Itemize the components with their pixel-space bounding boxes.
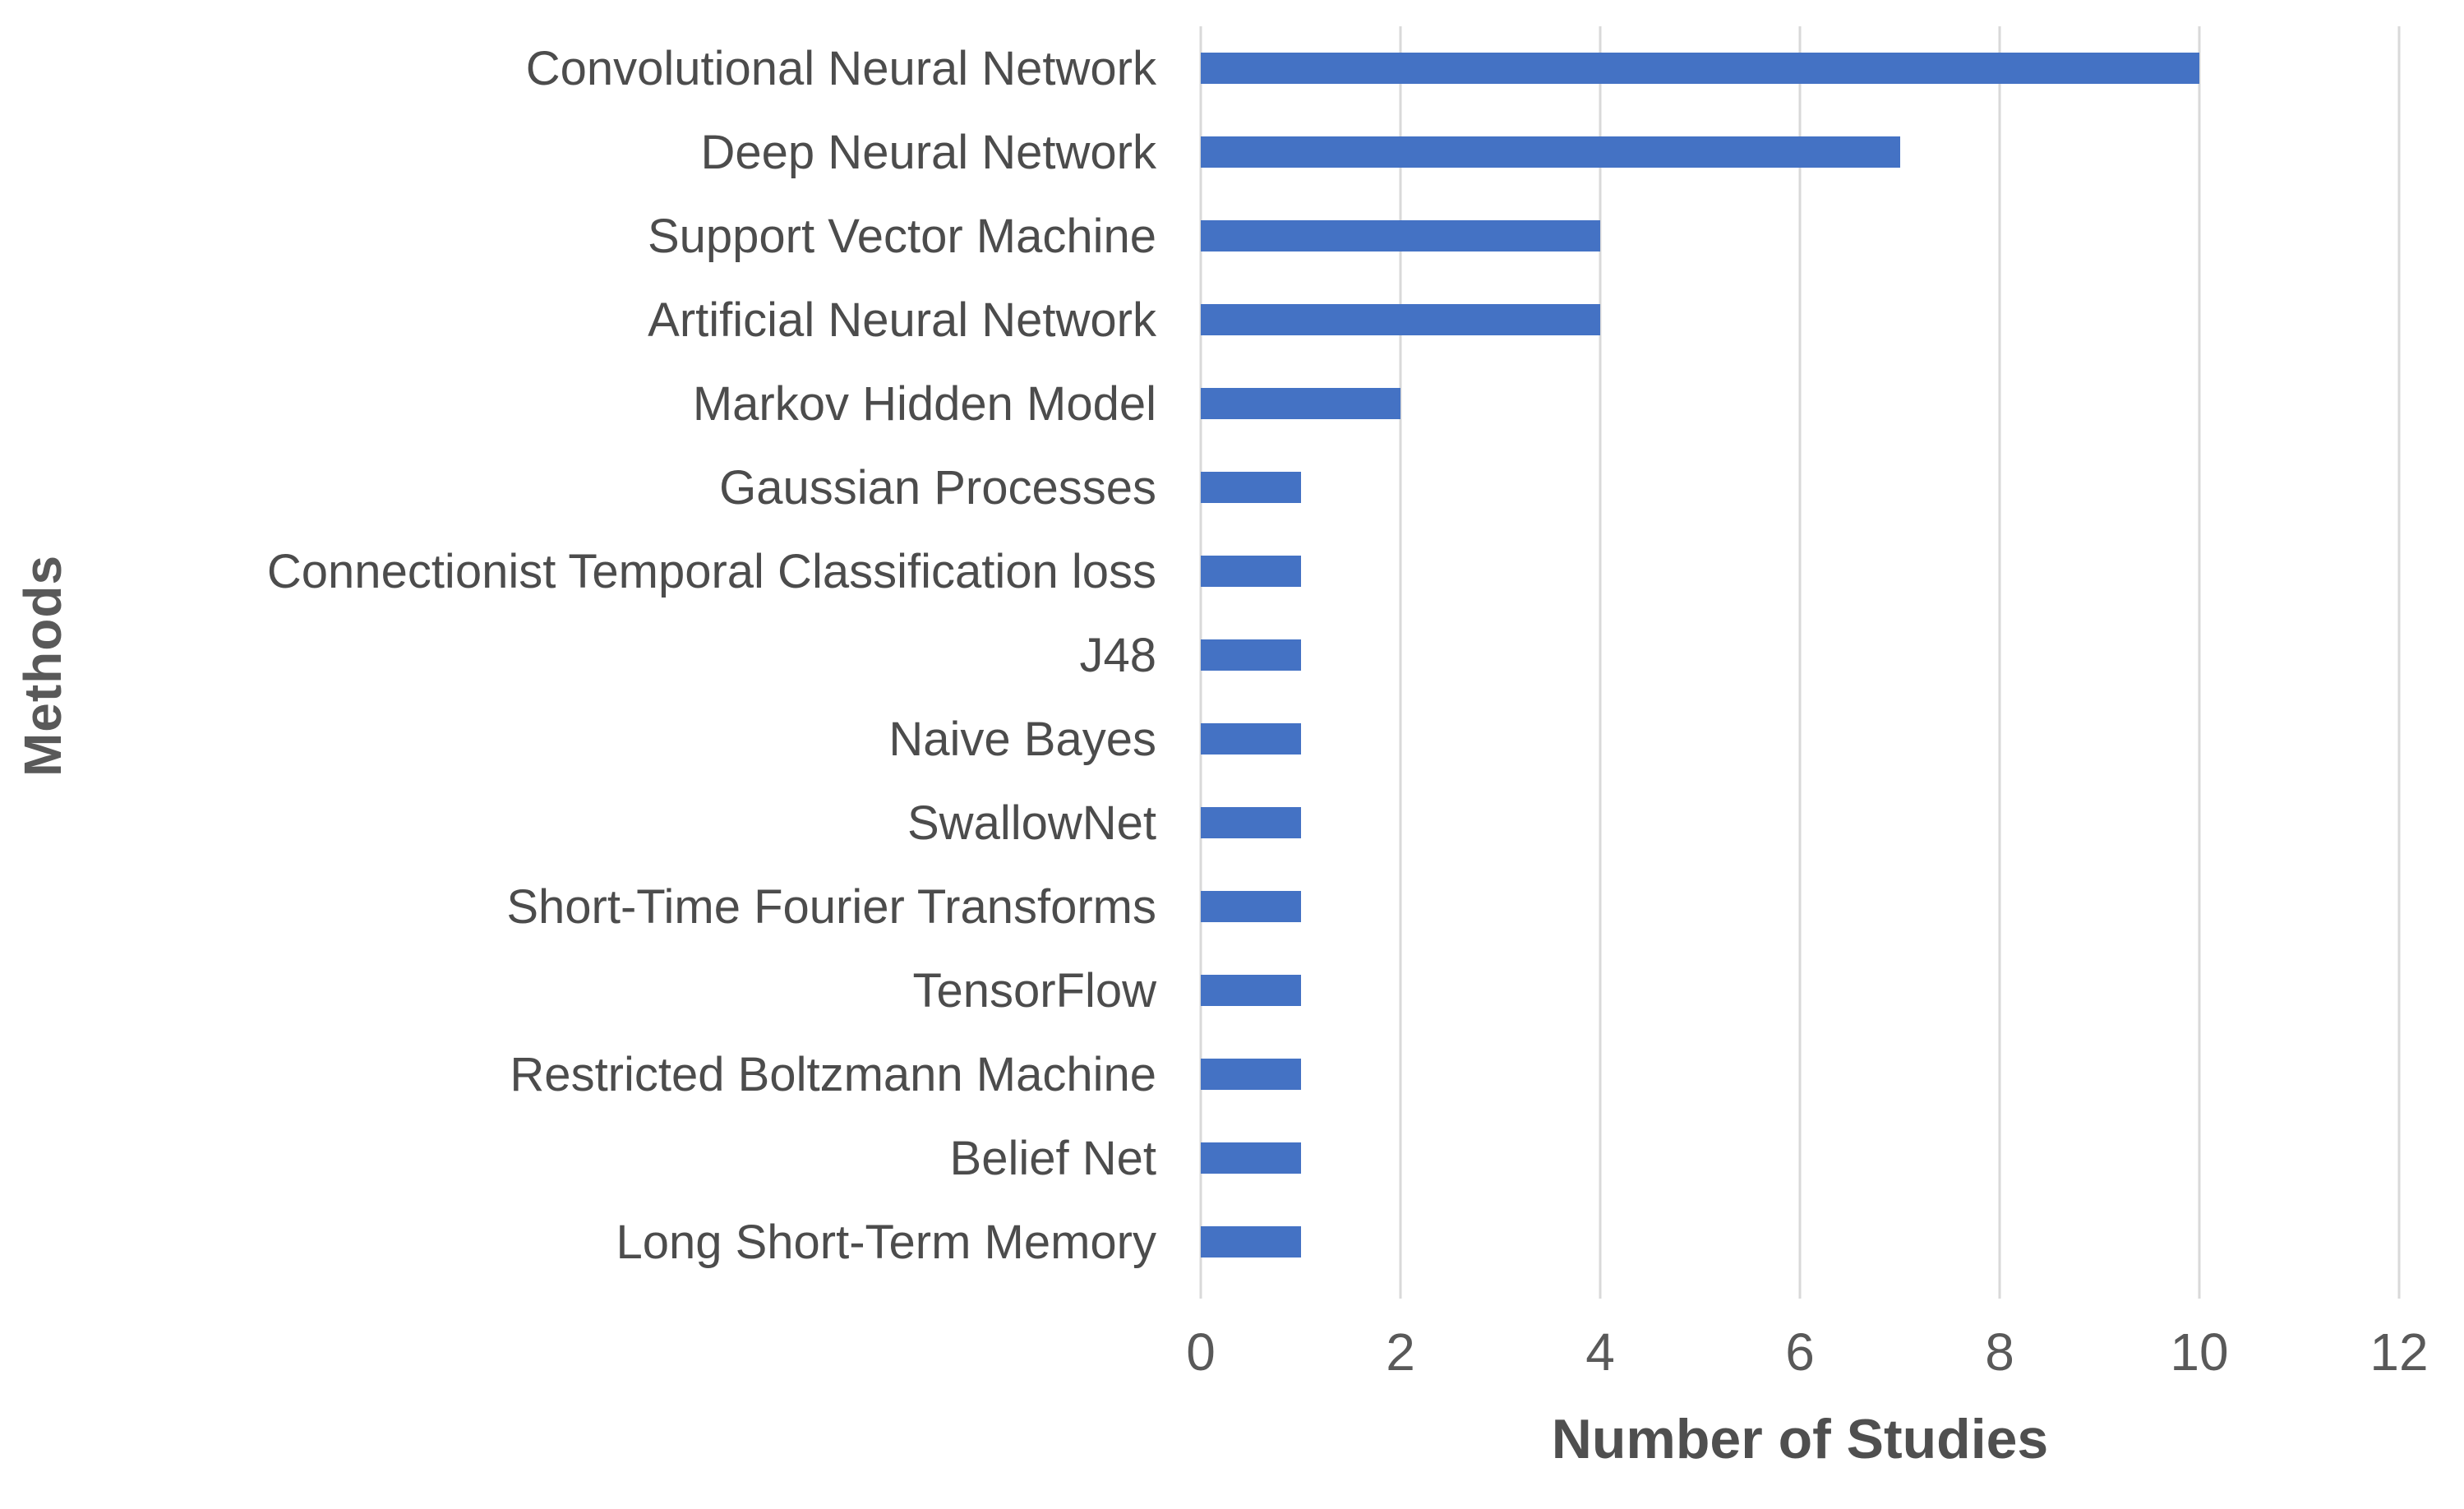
bar — [1201, 388, 1400, 419]
bar-row — [1201, 1116, 2399, 1200]
category-label: SwallowNet — [907, 796, 1156, 850]
bar-group — [1201, 26, 2399, 1284]
category-label: Long Short-Term Memory — [616, 1215, 1156, 1269]
bar — [1201, 220, 1600, 252]
x-tick-label: 10 — [2170, 1322, 2229, 1382]
category-label: Restricted Boltzmann Machine — [510, 1047, 1156, 1101]
x-tick-label: 8 — [1985, 1322, 2014, 1382]
gridline — [1998, 26, 2001, 1299]
category-label: Gaussian Processes — [719, 460, 1156, 515]
bar-row — [1201, 26, 2399, 110]
gridline — [2397, 26, 2401, 1299]
x-tick-label: 4 — [1585, 1322, 1615, 1382]
bar-row — [1201, 948, 2399, 1032]
bar-row — [1201, 865, 2399, 948]
gridline — [2198, 26, 2201, 1299]
bar — [1201, 807, 1301, 838]
x-tick-label: 6 — [1785, 1322, 1815, 1382]
bar — [1201, 1226, 1301, 1258]
category-label-column: Convolutional Neural Network Deep Neural … — [0, 26, 1179, 1284]
category-label: Support Vector Machine — [647, 209, 1156, 263]
x-tick-label: 0 — [1186, 1322, 1216, 1382]
category-label: TensorFlow — [912, 963, 1156, 1018]
bar — [1201, 1059, 1301, 1090]
category-label: Short-Time Fourier Transforms — [506, 879, 1156, 934]
bar — [1201, 891, 1301, 922]
gridline — [1399, 26, 1402, 1299]
x-tick-label: 2 — [1386, 1322, 1415, 1382]
bar — [1201, 975, 1301, 1006]
bar — [1201, 136, 1900, 168]
x-tick-label: 12 — [2369, 1322, 2429, 1382]
bar — [1201, 304, 1600, 335]
x-axis-tick-labels: 0 2 4 6 8 10 12 — [1186, 1322, 2428, 1387]
category-label: Belief Net — [949, 1131, 1156, 1185]
bar-row — [1201, 1200, 2399, 1284]
category-label: Deep Neural Network — [700, 125, 1156, 179]
gridline — [1599, 26, 1602, 1299]
bar-row — [1201, 278, 2399, 362]
bar-row — [1201, 529, 2399, 613]
bar-row — [1201, 1032, 2399, 1116]
bar — [1201, 556, 1301, 587]
bar-row — [1201, 362, 2399, 445]
bar — [1201, 472, 1301, 503]
category-label: Naive Bayes — [888, 712, 1156, 766]
bar-row — [1201, 613, 2399, 697]
bar — [1201, 723, 1301, 754]
bar — [1201, 639, 1301, 671]
bar-row — [1201, 781, 2399, 865]
bar-row — [1201, 697, 2399, 781]
category-label: Markov Hidden Model — [692, 376, 1156, 431]
bar-row — [1201, 110, 2399, 194]
x-axis-title: Number of Studies — [1551, 1408, 2049, 1470]
bar — [1201, 53, 2199, 84]
bar — [1201, 1142, 1301, 1174]
category-label: Connectionist Temporal Classification lo… — [266, 544, 1156, 598]
gridline — [1798, 26, 1802, 1299]
bar-row — [1201, 445, 2399, 529]
category-label: J48 — [1079, 628, 1156, 682]
category-label: Artificial Neural Network — [648, 293, 1156, 347]
category-label: Convolutional Neural Network — [525, 41, 1156, 95]
bar-row — [1201, 194, 2399, 278]
plot-area — [1199, 26, 2401, 1299]
